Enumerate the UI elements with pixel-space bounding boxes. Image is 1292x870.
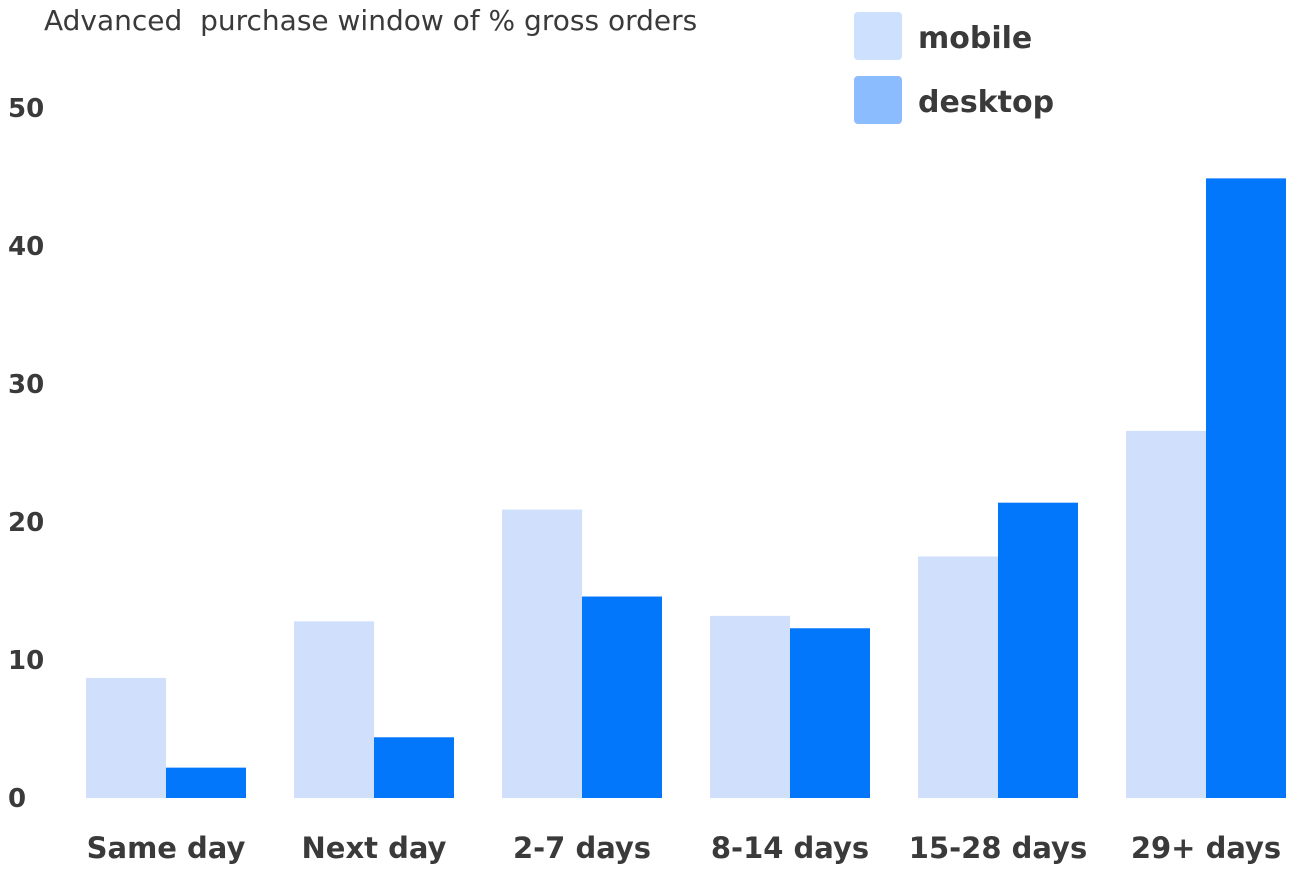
bar-desktop-4 — [998, 502, 1078, 798]
x-tick-label: Next day — [302, 831, 447, 865]
x-tick-label: 29+ days — [1131, 831, 1281, 865]
y-axis-ticks: 0 10 20 30 40 50 — [8, 94, 44, 814]
bars — [86, 178, 1286, 798]
x-tick-label: 2-7 days — [513, 831, 651, 865]
bar-desktop-2 — [582, 596, 662, 798]
bar-desktop-3 — [790, 628, 870, 798]
x-tick-label: Same day — [87, 831, 246, 865]
legend-label-desktop: desktop — [918, 85, 1054, 120]
bar-mobile-1 — [294, 621, 374, 798]
y-tick-label: 50 — [8, 94, 44, 124]
y-tick-label: 40 — [8, 232, 44, 262]
legend-swatch-desktop — [854, 76, 902, 124]
bar-mobile-2 — [502, 509, 582, 798]
bar-mobile-4 — [918, 556, 998, 798]
bar-desktop-0 — [166, 767, 246, 798]
y-tick-label: 0 — [8, 784, 26, 814]
bar-desktop-5 — [1206, 178, 1286, 798]
x-tick-label: 15-28 days — [909, 831, 1087, 865]
legend-label-mobile: mobile — [918, 21, 1032, 56]
legend: mobile desktop — [854, 12, 1054, 124]
y-tick-label: 10 — [8, 646, 44, 676]
x-tick-label: 8-14 days — [711, 831, 869, 865]
y-tick-label: 30 — [8, 370, 44, 400]
bar-mobile-5 — [1126, 430, 1206, 798]
y-tick-label: 20 — [8, 508, 44, 538]
bar-mobile-0 — [86, 677, 166, 798]
bar-mobile-3 — [710, 615, 790, 798]
bar-desktop-1 — [374, 737, 454, 798]
chart-title: Advanced purchase window of % gross orde… — [44, 4, 697, 37]
x-axis-labels: Same day Next day 2-7 days 8-14 days 15-28 d… — [87, 831, 1282, 865]
legend-swatch-mobile — [854, 12, 902, 60]
